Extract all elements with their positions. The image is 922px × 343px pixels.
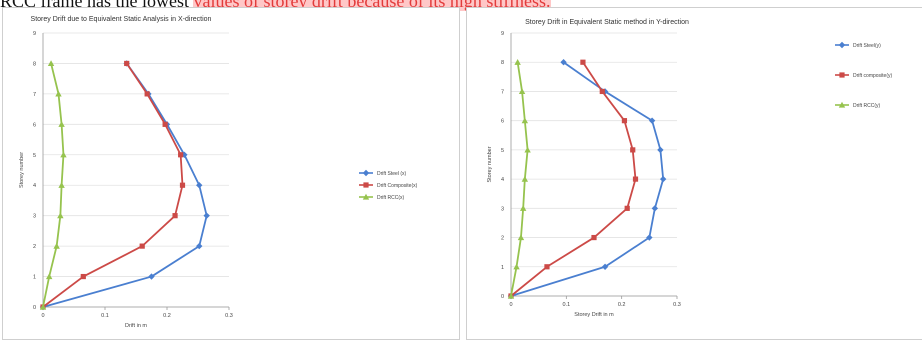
drift-chart-y: Storey Drift in Equivalent Static method… [487, 19, 893, 318]
y-tick-label: 0 [501, 294, 504, 300]
y-tick-label: 5 [33, 153, 36, 159]
y-tick-label: 4 [501, 177, 504, 183]
data-point-steel [560, 59, 567, 66]
y-tick-label: 7 [33, 92, 36, 98]
x-tick-label: 0 [41, 313, 44, 319]
legend-marker-rcc [838, 101, 846, 108]
legend-label-rcc: Drift RCC(x) [377, 195, 405, 201]
data-point-composite [630, 147, 636, 153]
legend-label-steel: Drift Steel(y) [853, 43, 881, 49]
legend-marker-steel [838, 41, 846, 49]
data-point-rcc [517, 234, 525, 241]
highlighted-text: values of storey drift because of its hi… [193, 0, 551, 11]
data-point-rcc [58, 182, 65, 188]
data-point-rcc [524, 146, 531, 153]
data-point-composite [144, 91, 150, 97]
data-point-composite [124, 60, 130, 67]
data-point-rcc [58, 121, 65, 127]
x-axis-label: Drift in m [125, 323, 147, 329]
chart-panel-y: Storey Drift in Equivalent Static method… [466, 7, 922, 340]
legend-marker-steel [362, 169, 370, 177]
legend-marker-rcc [362, 193, 370, 200]
data-point-composite [179, 182, 186, 188]
x-axis-label: Storey Drift in m [574, 312, 614, 318]
y-tick-label: 8 [501, 60, 504, 66]
x-tick-label: 0.3 [673, 302, 681, 308]
chart-panel-x: Storey Drift due to Equivalent Static An… [2, 7, 460, 340]
data-point-composite [624, 205, 630, 211]
y-tick-label: 6 [501, 119, 504, 125]
data-point-rcc [39, 303, 47, 310]
chart-title: Storey Drift in Equivalent Static method… [525, 19, 689, 26]
y-axis-label: Storey number [487, 146, 493, 182]
y-tick-label: 0 [33, 305, 36, 311]
x-tick-label: 0 [509, 302, 512, 308]
y-tick-label: 7 [501, 89, 504, 95]
y-tick-label: 5 [501, 148, 504, 154]
data-point-rcc [507, 292, 515, 299]
legend-label-composite: Drift Composite(x) [377, 183, 418, 189]
y-tick-label: 3 [33, 214, 36, 220]
legend-label-rcc: Drift RCC(y) [853, 103, 881, 109]
data-point-rcc [521, 175, 529, 182]
y-tick-label: 6 [33, 122, 36, 128]
data-point-composite [599, 88, 605, 95]
legend-marker-composite [839, 72, 845, 78]
data-point-rcc [55, 90, 62, 97]
legend-marker-composite [363, 182, 369, 188]
x-tick-label: 0.3 [225, 313, 233, 319]
chart-title: Storey Drift due to Equivalent Static An… [31, 16, 212, 23]
data-point-steel [148, 273, 155, 280]
x-tick-label: 0.2 [163, 313, 171, 319]
data-point-steel [657, 146, 664, 154]
drift-chart-x: Storey Drift due to Equivalent Static An… [19, 16, 418, 329]
legend-label-steel: Drift Steel (x) [377, 171, 407, 177]
text-before-highlight: RCC frame has the lowest [0, 0, 194, 11]
data-point-rcc [57, 212, 64, 219]
y-tick-label: 3 [501, 206, 504, 212]
data-point-rcc [518, 88, 526, 95]
x-tick-label: 0.1 [101, 313, 109, 319]
data-point-composite [591, 234, 597, 241]
y-tick-label: 1 [501, 265, 504, 271]
y-tick-label: 8 [33, 61, 36, 67]
data-point-composite [544, 264, 550, 270]
data-point-rcc [514, 59, 521, 65]
data-point-rcc [53, 242, 60, 249]
y-tick-label: 2 [501, 236, 504, 242]
y-tick-label: 9 [501, 31, 504, 37]
x-tick-label: 0.1 [563, 302, 571, 308]
data-point-composite [621, 118, 628, 124]
data-point-composite [580, 59, 586, 65]
data-point-steel [196, 182, 203, 189]
data-point-composite [172, 213, 178, 219]
data-point-rcc [521, 117, 529, 124]
data-point-rcc [60, 151, 67, 158]
data-point-steel [651, 205, 659, 212]
data-point-rcc [519, 205, 527, 211]
data-point-composite [632, 176, 639, 182]
y-tick-label: 2 [33, 244, 36, 250]
y-tick-label: 1 [33, 275, 36, 281]
data-point-composite [80, 273, 86, 280]
data-point-rcc [513, 263, 520, 270]
y-tick-label: 9 [33, 31, 36, 37]
data-point-steel [196, 242, 203, 250]
data-point-steel [203, 212, 210, 219]
data-point-composite [178, 152, 184, 158]
data-point-steel [601, 263, 609, 270]
y-axis-label: Storey number [19, 152, 25, 188]
page-text-line: RCC frame has the lowest values of store… [0, 0, 551, 11]
data-point-steel [659, 175, 667, 183]
data-point-composite [162, 121, 168, 127]
data-point-rcc [46, 273, 53, 280]
legend-label-composite: Drift composite(y) [853, 73, 893, 79]
data-point-rcc [47, 60, 55, 67]
x-tick-label: 0.2 [618, 302, 626, 308]
y-tick-label: 4 [33, 183, 36, 189]
data-point-composite [139, 243, 145, 249]
